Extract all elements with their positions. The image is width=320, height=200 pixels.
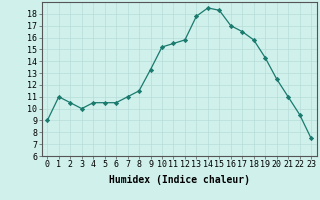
X-axis label: Humidex (Indice chaleur): Humidex (Indice chaleur): [109, 175, 250, 185]
